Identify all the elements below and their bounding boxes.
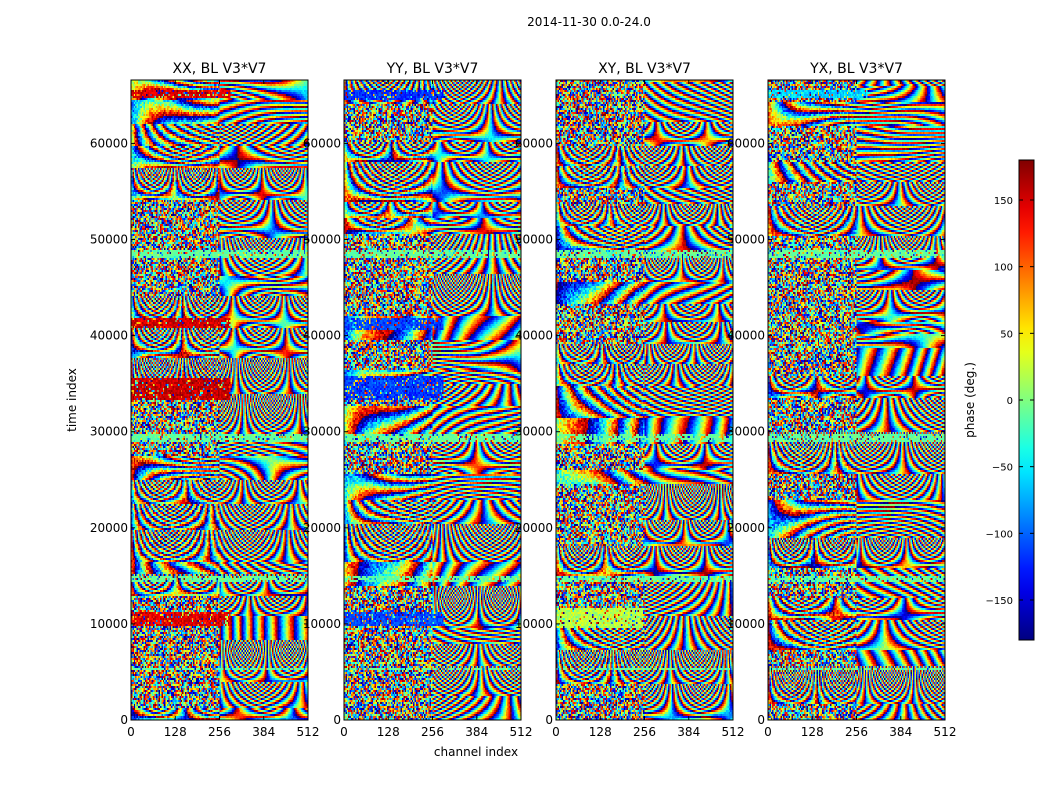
y-axis-label: time index bbox=[65, 368, 79, 432]
x-tick-label: 512 bbox=[722, 725, 745, 739]
x-tick-label: 256 bbox=[845, 725, 868, 739]
y-tick-label: 40000 bbox=[515, 329, 553, 343]
x-tick-label: 384 bbox=[252, 725, 275, 739]
y-tick-label: 50000 bbox=[727, 233, 765, 247]
colorbar-tick-label: −50 bbox=[992, 463, 1013, 474]
y-tick-label: 10000 bbox=[90, 617, 128, 631]
y-tick-label: 60000 bbox=[515, 136, 553, 150]
heatmap-image-3 bbox=[768, 80, 945, 720]
x-tick-label: 0 bbox=[764, 725, 772, 739]
y-tick-label: 0 bbox=[120, 713, 128, 727]
x-tick-label: 512 bbox=[934, 725, 957, 739]
x-tick-label: 512 bbox=[510, 725, 533, 739]
x-tick-label: 256 bbox=[421, 725, 444, 739]
panel-title-3: YX, BL V3*V7 bbox=[809, 61, 903, 77]
y-tick-label: 0 bbox=[545, 713, 553, 727]
figure-suptitle: 2014-11-30 0.0-24.0 bbox=[527, 15, 651, 29]
y-tick-label: 20000 bbox=[727, 521, 765, 535]
y-tick-label: 10000 bbox=[303, 617, 341, 631]
x-tick-label: 256 bbox=[208, 725, 231, 739]
panel-1: YY, BL V3*V7 0 128 256 384 512 0 10000 20000 3000… bbox=[303, 61, 533, 739]
colorbar: 150 100 50 0 −50 −100 −150 bbox=[986, 159, 1035, 641]
x-axis-label: channel index bbox=[434, 745, 518, 759]
x-tick-label: 128 bbox=[801, 725, 824, 739]
y-tick-label: 50000 bbox=[303, 233, 341, 247]
x-tick-label: 128 bbox=[377, 725, 400, 739]
x-tick-label: 0 bbox=[340, 725, 348, 739]
y-tick-label: 20000 bbox=[90, 521, 128, 535]
y-tick-label: 60000 bbox=[90, 136, 128, 150]
y-tick-label: 50000 bbox=[515, 233, 553, 247]
panel-title-2: XY, BL V3*V7 bbox=[598, 61, 691, 77]
y-tick-label: 60000 bbox=[727, 136, 765, 150]
colorbar-tick-label: −100 bbox=[986, 529, 1013, 540]
heatmap-image-1 bbox=[344, 80, 521, 720]
colorbar-tick-label: −150 bbox=[986, 596, 1013, 607]
y-tick-label: 20000 bbox=[303, 521, 341, 535]
colorbar-label: phase (deg.) bbox=[963, 362, 977, 438]
y-tick-label: 60000 bbox=[303, 136, 341, 150]
x-tick-label: 0 bbox=[127, 725, 135, 739]
y-tick-label: 0 bbox=[757, 713, 765, 727]
x-tick-label: 512 bbox=[297, 725, 320, 739]
colorbar-tick-label: 150 bbox=[994, 196, 1013, 207]
y-tick-label: 30000 bbox=[90, 425, 128, 439]
y-tick-label: 40000 bbox=[727, 329, 765, 343]
panel-3: YX, BL V3*V7 0 128 256 384 512 0 10000 20000 3000… bbox=[727, 61, 957, 739]
y-tick-label: 10000 bbox=[515, 617, 553, 631]
x-tick-label: 128 bbox=[164, 725, 187, 739]
heatmap-image-0 bbox=[131, 80, 308, 720]
x-tick-label: 384 bbox=[465, 725, 488, 739]
colorbar-tick-label: 50 bbox=[1000, 329, 1013, 340]
y-tick-label: 40000 bbox=[303, 329, 341, 343]
y-tick-label: 10000 bbox=[727, 617, 765, 631]
panel-2: XY, BL V3*V7 0 128 256 384 512 0 10000 20000 3000… bbox=[515, 61, 745, 739]
x-tick-label: 384 bbox=[677, 725, 700, 739]
heatmap-image-2 bbox=[556, 80, 733, 720]
colorbar-tick-label: 100 bbox=[994, 263, 1013, 274]
panel-title-0: XX, BL V3*V7 bbox=[173, 61, 267, 77]
y-tick-label: 20000 bbox=[515, 521, 553, 535]
x-tick-label: 384 bbox=[889, 725, 912, 739]
panel-title-1: YY, BL V3*V7 bbox=[386, 61, 479, 77]
x-tick-label: 256 bbox=[633, 725, 656, 739]
panel-0: XX, BL V3*V7 0 128 256 384 512 0 10000 20000 3000… bbox=[90, 61, 320, 739]
y-tick-label: 30000 bbox=[303, 425, 341, 439]
colorbar-tick-label: 0 bbox=[1007, 396, 1013, 407]
y-tick-label: 50000 bbox=[90, 233, 128, 247]
y-tick-label: 0 bbox=[333, 713, 341, 727]
y-tick-label: 40000 bbox=[90, 329, 128, 343]
x-tick-label: 0 bbox=[552, 725, 560, 739]
x-tick-label: 128 bbox=[589, 725, 612, 739]
y-tick-label: 30000 bbox=[727, 425, 765, 439]
y-tick-label: 30000 bbox=[515, 425, 553, 439]
panels: XX, BL V3*V7 0 128 256 384 512 0 10000 20000 3000… bbox=[90, 61, 957, 739]
